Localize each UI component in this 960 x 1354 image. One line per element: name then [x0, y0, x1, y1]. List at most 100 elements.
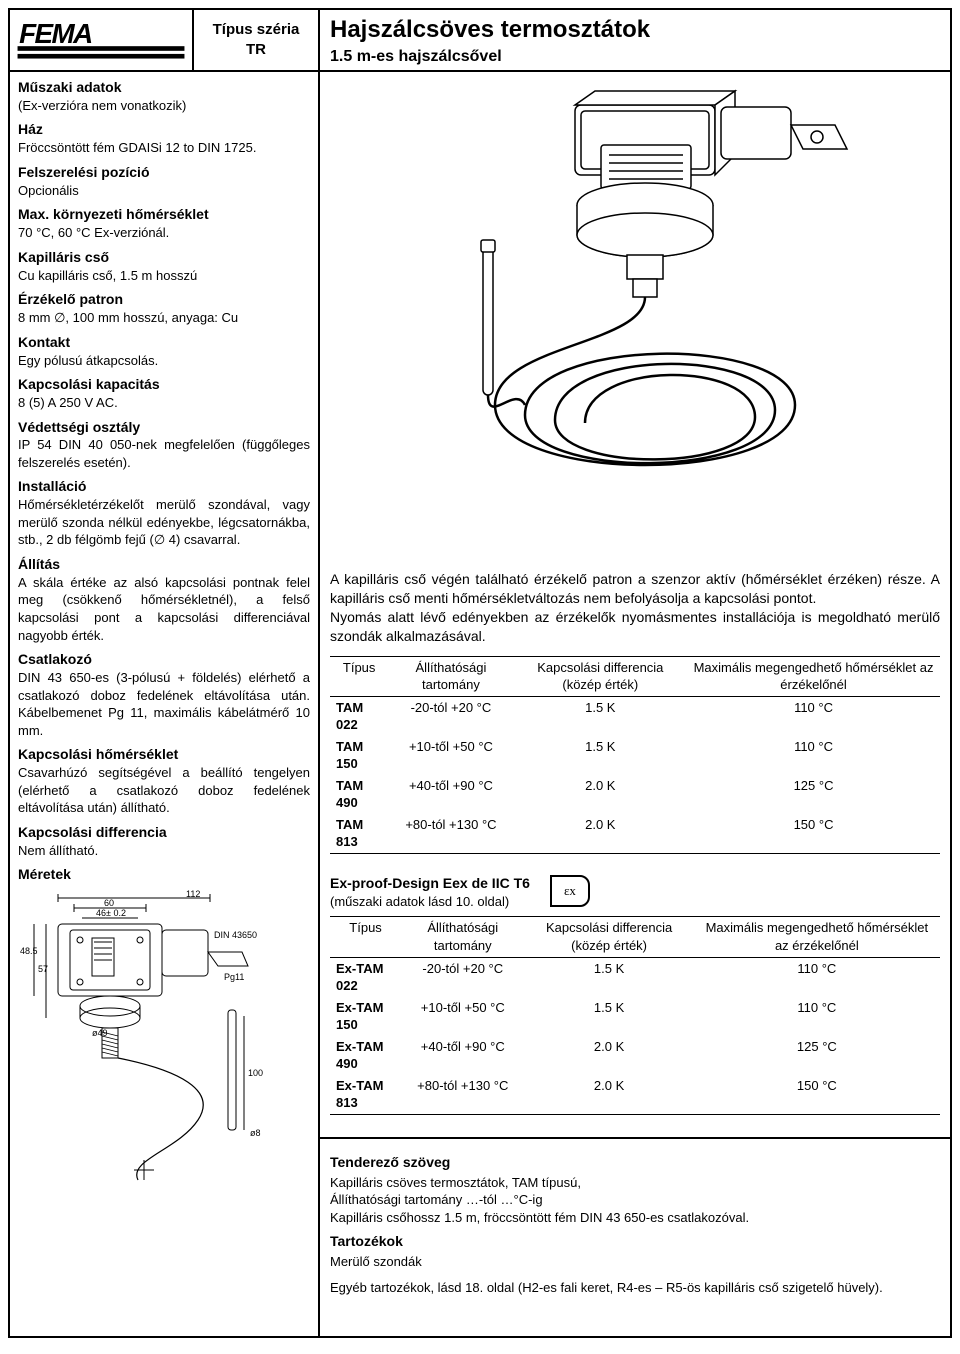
spec-heading: Kapcsolási kapacitás	[18, 375, 310, 394]
th-diff-ex: Kapcsolási differencia (közép érték)	[524, 917, 693, 957]
table-cell: 110 °C	[694, 997, 940, 1036]
table-cell: TAM 490	[330, 775, 388, 814]
table-cell: TAM 022	[330, 696, 388, 736]
spec-text: A skála értéke az alsó kapcsolási pontna…	[18, 574, 310, 644]
spec-block: Méretek	[18, 865, 310, 884]
title-block: Hajszálcsöves termosztátok 1.5 m-es hajs…	[320, 10, 950, 72]
spec-block: Kapcsolási kapacitás8 (5) A 250 V AC.	[18, 375, 310, 411]
spec-text: (Ex-verzióra nem vonatkozik)	[18, 97, 310, 115]
th-max: Maximális megengedhető hőmérséklet az ér…	[687, 656, 940, 696]
spec-heading: Kapilláris cső	[18, 248, 310, 267]
spec-heading: Állítás	[18, 555, 310, 574]
intro-p1: A kapilláris cső végén található érzékel…	[330, 570, 940, 608]
table-cell: 1.5 K	[514, 736, 688, 775]
spec-table-ex: Típus Állíthatósági tartomány Kapcsolási…	[330, 916, 940, 1118]
spec-table-standard: Típus Állíthatósági tartomány Kapcsolási…	[330, 656, 940, 858]
table-cell: Ex-TAM 150	[330, 997, 401, 1036]
spec-block: Műszaki adatok(Ex-verzióra nem vonatkozi…	[18, 78, 310, 114]
table-row: TAM 490+40-től +90 °C2.0 K125 °C	[330, 775, 940, 814]
left-header-row: FEMA Típus széria TR	[10, 10, 318, 72]
table-row: Ex-TAM 150+10-től +50 °C1.5 K110 °C	[330, 997, 940, 1036]
spec-text: 8 mm ∅, 100 mm hosszú, anyaga: Cu	[18, 309, 310, 327]
dim-112: 112	[186, 890, 200, 899]
spec-block: Védettségi osztályIP 54 DIN 40 050-nek m…	[18, 418, 310, 472]
table-cell: +10-től +50 °C	[388, 736, 513, 775]
tender-l1: Kapilláris csöves termosztátok, TAM típu…	[330, 1174, 940, 1192]
spec-text: Csavarhúzó segítségével a beállító tenge…	[18, 764, 310, 817]
page-subtitle: 1.5 m-es hajszálcsővel	[330, 46, 940, 68]
dim-din: DIN 43650	[214, 930, 257, 940]
datasheet-page: FEMA Típus széria TR Műszaki adatok(Ex-v…	[8, 8, 952, 1338]
ex-subtitle: (műszaki adatok lásd 10. oldal)	[330, 893, 530, 911]
spec-heading: Ház	[18, 120, 310, 139]
table-cell: 110 °C	[687, 696, 940, 736]
dim-60: 60	[104, 898, 114, 908]
spec-text: 70 °C, 60 °C Ex-verziónál.	[18, 224, 310, 242]
table-cell: 1.5 K	[514, 696, 688, 736]
th-type: Típus	[330, 656, 388, 696]
table-cell: +40-től +90 °C	[388, 775, 513, 814]
spec-block: Kapcsolási differenciaNem állítható.	[18, 823, 310, 859]
table-row: Ex-TAM 490+40-től +90 °C2.0 K125 °C	[330, 1036, 940, 1075]
spec-text: IP 54 DIN 40 050-nek megfelelően (függől…	[18, 436, 310, 471]
spec-heading: Max. környezeti hőmérséklet	[18, 205, 310, 224]
dim-l100: 100	[248, 1068, 263, 1078]
spec-heading: Felszerelési pozíció	[18, 163, 310, 182]
spec-list: Műszaki adatok(Ex-verzióra nem vonatkozi…	[10, 72, 318, 1336]
table-cell: 150 °C	[687, 814, 940, 854]
table-cell: Ex-TAM 813	[330, 1075, 401, 1115]
spec-block: KontaktEgy pólusú átkapcsolás.	[18, 333, 310, 369]
table-cell: 125 °C	[694, 1036, 940, 1075]
intro-p2: Nyomás alatt lévő edényekben az érzékelő…	[330, 608, 940, 646]
table-cell: Ex-TAM 490	[330, 1036, 401, 1075]
table-cell: 125 °C	[687, 775, 940, 814]
table-row: TAM 150+10-től +50 °C1.5 K110 °C	[330, 736, 940, 775]
intro-paragraph: A kapilláris cső végén található érzékel…	[330, 570, 940, 646]
spec-text: DIN 43 650-es (3-pólusú + földelés) elér…	[18, 669, 310, 739]
table-row: TAM 813+80-tól +130 °C2.0 K150 °C	[330, 814, 940, 854]
dim-pg11: Pg11	[224, 972, 244, 982]
tender-l2: Állíthatósági tartomány …-tól …°C-ig	[330, 1191, 940, 1209]
table-row: Ex-TAM 022-20-tól +20 °C1.5 K110 °C	[330, 957, 940, 997]
spec-heading: Installáció	[18, 477, 310, 496]
spec-text: Cu kapilláris cső, 1.5 m hosszú	[18, 267, 310, 285]
spec-block: CsatlakozóDIN 43 650-es (3-pólusú + föld…	[18, 650, 310, 739]
spec-heading: Méretek	[18, 865, 310, 884]
spec-heading: Kontakt	[18, 333, 310, 352]
table-cell: Ex-TAM 022	[330, 957, 401, 997]
th-range-ex: Állíthatósági tartomány	[401, 917, 524, 957]
type-label-1: Típus széria	[213, 20, 300, 40]
dim-46: 46± 0.2	[96, 908, 126, 918]
logo-cell: FEMA	[10, 10, 192, 70]
table-cell: TAM 150	[330, 736, 388, 775]
table-cell: -20-tól +20 °C	[388, 696, 513, 736]
table-cell: +10-től +50 °C	[401, 997, 524, 1036]
spec-heading: Kapcsolási hőmérséklet	[18, 745, 310, 764]
spec-text: Nem állítható.	[18, 842, 310, 860]
spec-text: Opcionális	[18, 182, 310, 200]
svg-text:FEMA: FEMA	[19, 18, 92, 49]
table-cell: +80-tól +130 °C	[388, 814, 513, 854]
spec-heading: Műszaki adatok	[18, 78, 310, 97]
spec-block: Kapilláris csőCu kapilláris cső, 1.5 m h…	[18, 248, 310, 284]
th-range: Állíthatósági tartomány	[388, 656, 513, 696]
spec-heading: Csatlakozó	[18, 650, 310, 669]
table-cell: +80-tól +130 °C	[401, 1075, 524, 1115]
spec-text: Fröccsöntött fém GDAISi 12 to DIN 1725.	[18, 139, 310, 157]
tender-heading: Tenderező szöveg	[330, 1153, 940, 1172]
spec-heading: Kapcsolási differencia	[18, 823, 310, 842]
tender-l3: Kapilláris csőhossz 1.5 m, fröccsöntött …	[330, 1209, 940, 1227]
ex-symbol-icon: εx	[550, 875, 590, 907]
spec-heading: Védettségi osztály	[18, 418, 310, 437]
spec-text: Hőmérsékletérzékelőt merülő szondával, v…	[18, 496, 310, 549]
right-column: Hajszálcsöves termosztátok 1.5 m-es hajs…	[320, 10, 950, 1336]
spec-block: Érzékelő patron8 mm ∅, 100 mm hosszú, an…	[18, 290, 310, 326]
table-cell: 2.0 K	[514, 814, 688, 854]
th-type-ex: Típus	[330, 917, 401, 957]
spec-heading: Érzékelő patron	[18, 290, 310, 309]
spec-text: 8 (5) A 250 V AC.	[18, 394, 310, 412]
spec-block: Max. környezeti hőmérséklet70 °C, 60 °C …	[18, 205, 310, 241]
fema-logo: FEMA	[16, 16, 186, 64]
spec-text: Egy pólusú átkapcsolás.	[18, 352, 310, 370]
table-cell: 110 °C	[694, 957, 940, 997]
